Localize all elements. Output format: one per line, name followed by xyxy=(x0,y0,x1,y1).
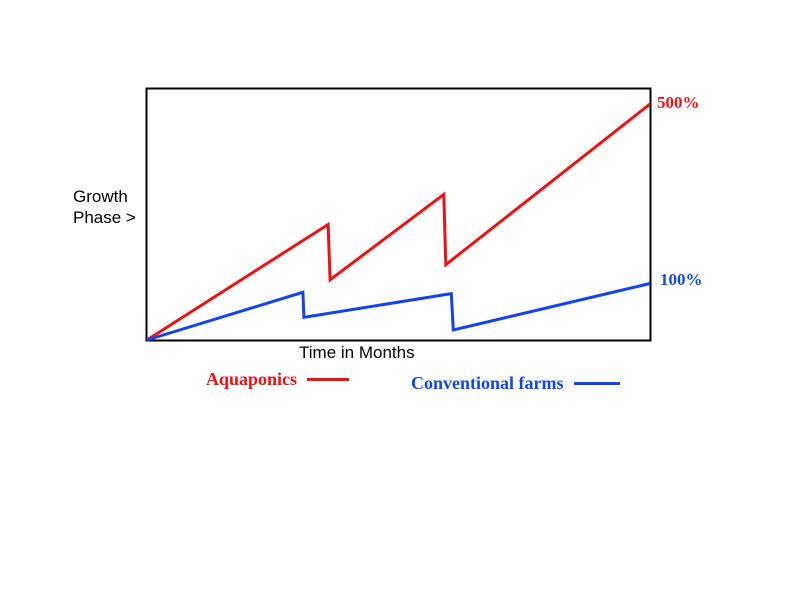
legend-item-aquaponics: Aquaponics xyxy=(206,369,350,390)
legend-item-conventional: Conventional farms xyxy=(411,373,620,394)
y-axis-label-line-2: Phase > xyxy=(73,208,136,227)
legend-swatch-conventional xyxy=(573,382,620,385)
legend-label-aquaponics: Aquaponics xyxy=(206,369,298,389)
conventional-end-label: 100% xyxy=(660,270,703,289)
y-axis-label: Growth Phase > xyxy=(73,186,136,228)
series-layer xyxy=(146,102,651,342)
x-axis-label: Time in Months xyxy=(299,343,415,362)
series-line-conventional xyxy=(146,282,651,342)
aquaponics-end-label: 500% xyxy=(657,93,700,112)
legend-label-conventional: Conventional farms xyxy=(411,373,564,393)
series-line-aquaponics xyxy=(146,102,651,342)
plot-frame xyxy=(145,87,652,342)
y-axis-label-line-1: Growth xyxy=(73,187,128,206)
legend-swatch-aquaponics xyxy=(307,378,350,381)
